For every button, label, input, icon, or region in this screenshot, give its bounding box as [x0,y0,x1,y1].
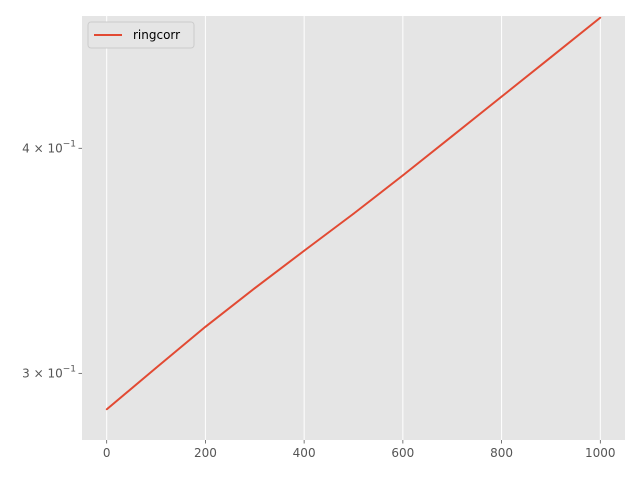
y-tick-times: × [30,141,48,155]
x-tick-label: 1000 [585,446,616,460]
y-tick-exponent: −1 [63,364,76,374]
x-tick-label: 600 [391,446,414,460]
data-point [155,366,157,369]
data-point [500,95,503,98]
y-tick-base: 10 [47,366,62,380]
y-tick-mantissa: 4 [22,141,30,155]
data-point [451,135,454,137]
data-point [550,56,552,59]
gridlines [106,16,601,440]
y-tick-exponent: −1 [63,139,76,149]
data-point [401,174,404,177]
legend: ringcorr [87,21,195,49]
legend-label: ringcorr [133,28,180,42]
y-tick-mantissa: 3 [22,366,30,380]
x-tick-label: 400 [293,446,316,460]
x-tick-label: 0 [103,446,111,460]
plot-background [82,16,625,440]
data-point [253,287,256,290]
y-tick-label: 4 × 10−1 [22,139,76,155]
y-tick-label: 3 × 10−1 [22,364,76,380]
y-axis: 3 × 10−14 × 10−1 [22,139,82,380]
legend-box [87,21,195,49]
x-tick-label: 800 [490,446,513,460]
x-tick-label: 200 [194,446,217,460]
series-layer [105,16,602,411]
data-point [105,408,108,411]
data-point [599,16,602,19]
y-tick-times: × [30,366,48,380]
x-axis: 0 200 400 600 800 1000 [103,440,616,460]
y-tick-base: 10 [47,141,62,155]
data-point [204,325,207,328]
data-point [303,249,306,252]
data-point [352,212,355,215]
